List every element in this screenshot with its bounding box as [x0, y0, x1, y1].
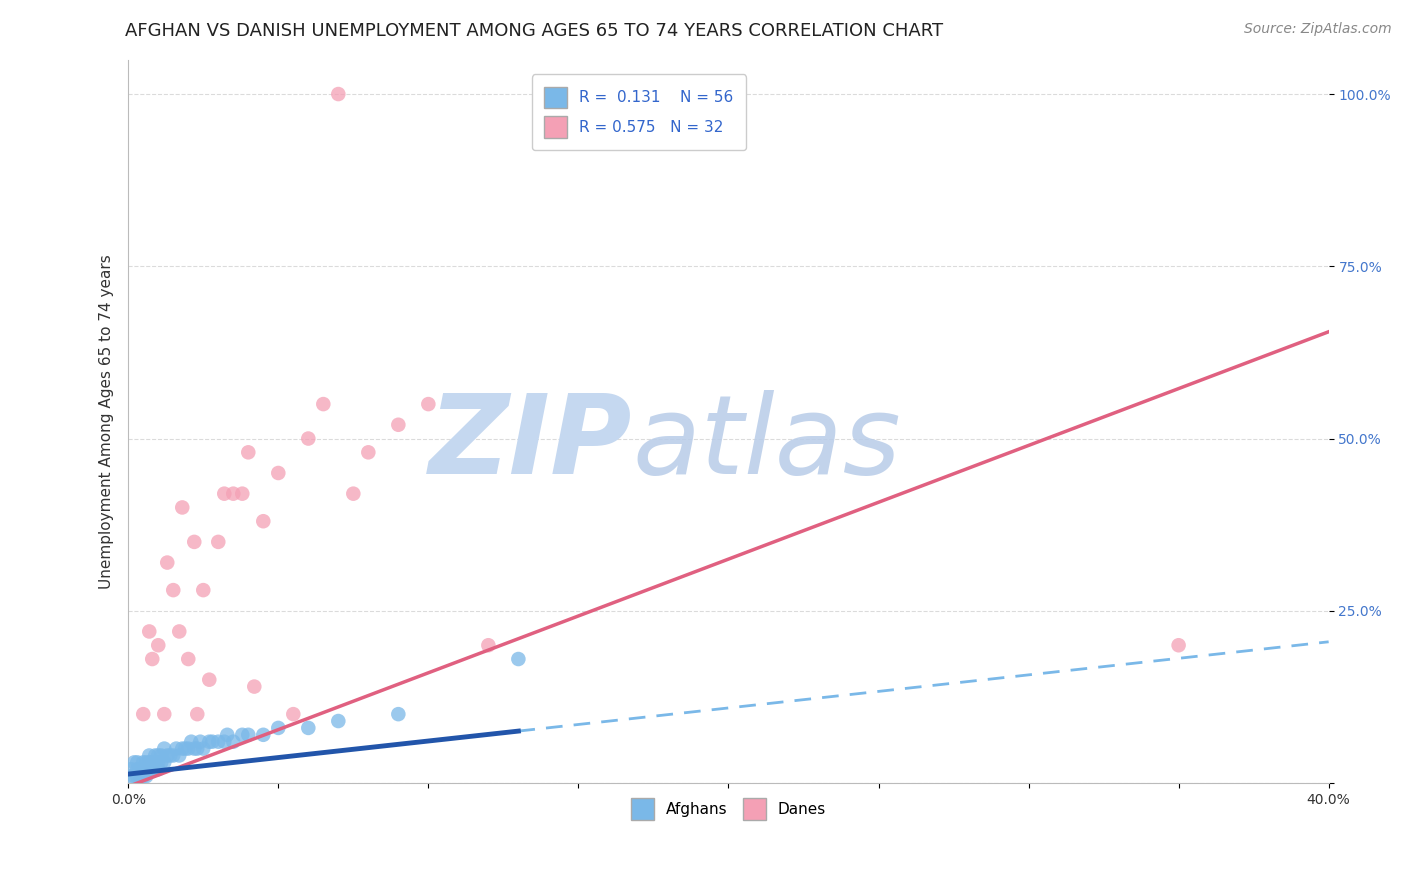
Point — [141, 756, 163, 770]
Point — [159, 748, 181, 763]
Point — [243, 680, 266, 694]
Point — [357, 445, 380, 459]
Point — [153, 707, 176, 722]
Point — [183, 535, 205, 549]
Point — [198, 673, 221, 687]
Point — [150, 748, 173, 763]
Point — [207, 735, 229, 749]
Text: ZIP: ZIP — [429, 390, 633, 497]
Point — [169, 624, 191, 639]
Point — [508, 652, 530, 666]
Point — [201, 735, 224, 749]
Point — [153, 756, 176, 770]
Point — [238, 445, 260, 459]
Point — [214, 735, 236, 749]
Point — [148, 638, 170, 652]
Point — [148, 756, 170, 770]
Point — [143, 748, 166, 763]
Point — [127, 769, 149, 783]
Point — [120, 762, 142, 776]
Point — [188, 735, 211, 749]
Point — [122, 769, 145, 783]
Point — [387, 417, 409, 432]
Point — [267, 466, 290, 480]
Point — [172, 741, 194, 756]
Point — [252, 728, 274, 742]
Point — [150, 756, 173, 770]
Point — [132, 756, 155, 770]
Point — [122, 756, 145, 770]
Point — [138, 624, 160, 639]
Point — [143, 756, 166, 770]
Point — [328, 714, 350, 728]
Point — [120, 769, 142, 783]
Point — [138, 748, 160, 763]
Point — [387, 707, 409, 722]
Point — [135, 762, 157, 776]
Text: atlas: atlas — [633, 390, 901, 497]
Point — [1167, 638, 1189, 652]
Point — [193, 583, 215, 598]
Point — [141, 652, 163, 666]
Point — [222, 735, 245, 749]
Point — [135, 769, 157, 783]
Point — [132, 769, 155, 783]
Text: Source: ZipAtlas.com: Source: ZipAtlas.com — [1244, 22, 1392, 37]
Point — [127, 756, 149, 770]
Point — [169, 748, 191, 763]
Point — [132, 707, 155, 722]
Point — [214, 486, 236, 500]
Point — [231, 728, 253, 742]
Point — [186, 741, 208, 756]
Point — [477, 638, 499, 652]
Point — [267, 721, 290, 735]
Y-axis label: Unemployment Among Ages 65 to 74 years: Unemployment Among Ages 65 to 74 years — [100, 254, 114, 589]
Point — [129, 769, 152, 783]
Point — [328, 87, 350, 101]
Point — [193, 741, 215, 756]
Point — [153, 741, 176, 756]
Point — [177, 652, 200, 666]
Point — [231, 486, 253, 500]
Point — [252, 514, 274, 528]
Point — [148, 762, 170, 776]
Point — [217, 728, 239, 742]
Point — [127, 762, 149, 776]
Point — [342, 486, 364, 500]
Point — [418, 397, 440, 411]
Point — [162, 583, 184, 598]
Text: AFGHAN VS DANISH UNEMPLOYMENT AMONG AGES 65 TO 74 YEARS CORRELATION CHART: AFGHAN VS DANISH UNEMPLOYMENT AMONG AGES… — [125, 22, 943, 40]
Point — [129, 762, 152, 776]
Point — [172, 500, 194, 515]
Point — [297, 432, 319, 446]
Point — [148, 748, 170, 763]
Point — [312, 397, 335, 411]
Legend: Afghans, Danes: Afghans, Danes — [624, 792, 832, 826]
Point — [165, 741, 187, 756]
Point — [156, 748, 179, 763]
Point — [222, 486, 245, 500]
Point — [132, 762, 155, 776]
Point — [141, 762, 163, 776]
Point — [180, 735, 202, 749]
Point — [174, 741, 197, 756]
Point — [183, 741, 205, 756]
Point — [138, 756, 160, 770]
Point — [177, 741, 200, 756]
Point — [297, 721, 319, 735]
Point — [283, 707, 305, 722]
Point — [162, 748, 184, 763]
Point — [156, 556, 179, 570]
Point — [186, 707, 208, 722]
Point — [207, 535, 229, 549]
Point — [198, 735, 221, 749]
Point — [138, 762, 160, 776]
Point — [135, 756, 157, 770]
Point — [238, 728, 260, 742]
